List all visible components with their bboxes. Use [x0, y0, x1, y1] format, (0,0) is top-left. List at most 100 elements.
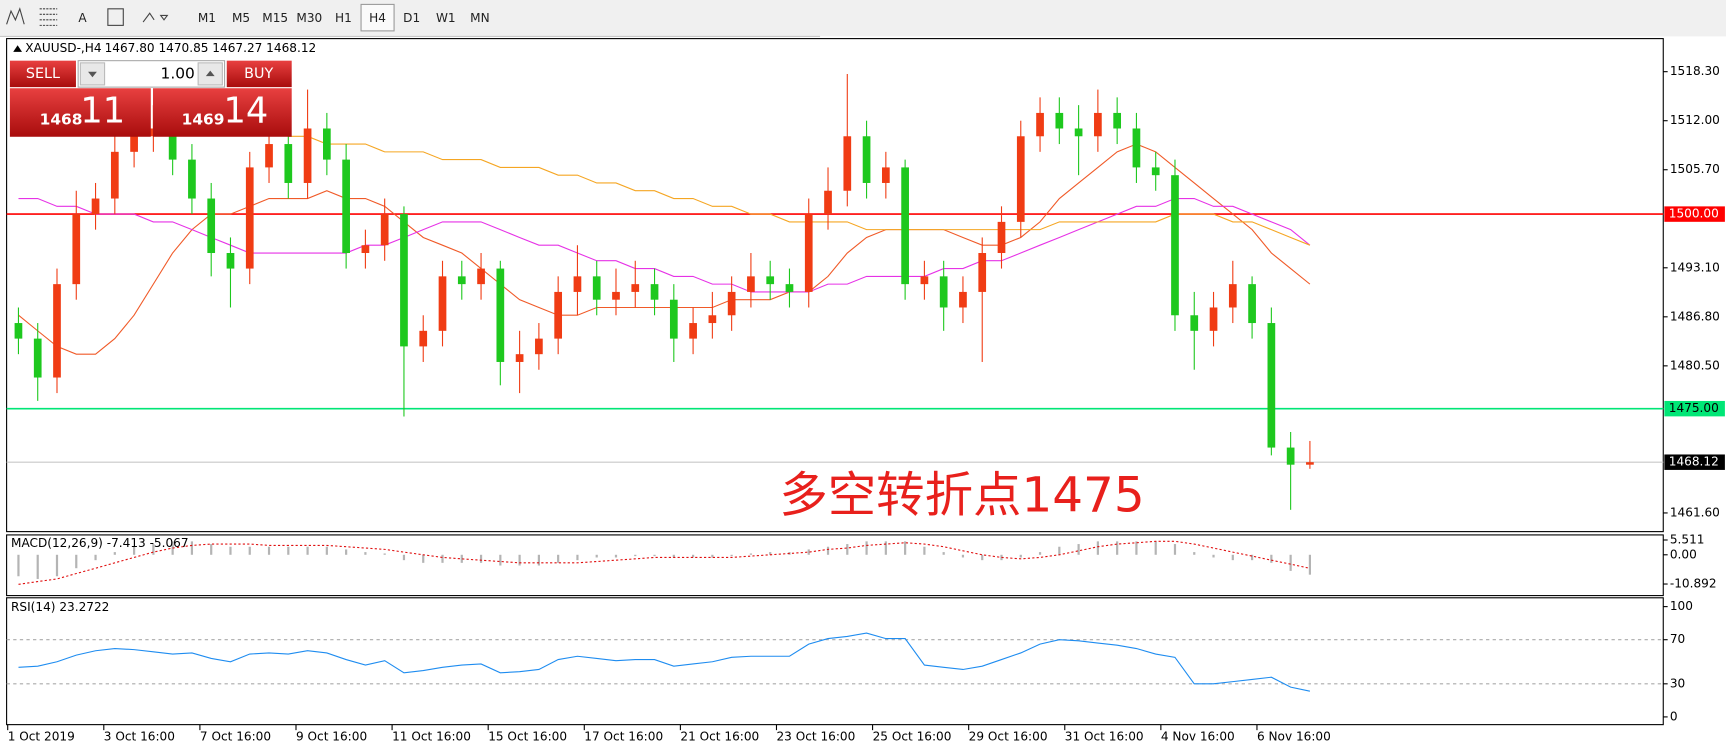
up-arrow — [205, 70, 215, 77]
label-icon[interactable] — [107, 8, 124, 26]
sell-label[interactable]: SELL — [26, 66, 60, 82]
toolbar — [0, 0, 1726, 37]
rsi-line — [18, 632, 1311, 692]
y-tick-label: 1505.70 — [1670, 162, 1720, 176]
x-tick-label: 9 Oct 16:00 — [296, 729, 367, 743]
candle-body — [1036, 112, 1044, 137]
rsi-panel — [6, 597, 1664, 726]
candle-body — [457, 276, 466, 285]
timeframe-button[interactable]: D1 — [403, 11, 420, 25]
candle-body — [14, 323, 23, 339]
candle-body — [1190, 315, 1199, 331]
candle-body — [419, 330, 428, 347]
candle-body — [303, 128, 312, 183]
candle-body — [342, 159, 350, 254]
candle-body — [959, 291, 967, 308]
buy-price-box[interactable] — [153, 88, 292, 137]
candle-body — [110, 151, 119, 199]
text-tool[interactable]: A — [78, 11, 87, 25]
buy-button[interactable] — [226, 60, 292, 88]
candle-body — [592, 276, 601, 300]
sell-price-big: 1468 — [40, 111, 83, 129]
chart-ohlc: 1467.80 1470.85 1467.27 1468.12 — [105, 41, 317, 55]
chart-icon[interactable] — [6, 7, 25, 25]
candle-body — [91, 198, 100, 215]
x-tick-label: 1 Oct 2019 — [8, 729, 75, 743]
x-tick-label: 6 Nov 16:00 — [1257, 729, 1331, 743]
x-tick-label: 7 Oct 16:00 — [200, 729, 271, 743]
grid-icon[interactable] — [39, 8, 58, 26]
candle-body — [612, 291, 620, 300]
timeframe-button[interactable]: H4 — [369, 11, 386, 25]
candle-body — [1306, 462, 1314, 465]
candle-body — [862, 136, 871, 183]
candle-body — [515, 354, 524, 362]
macd-panel — [6, 534, 1664, 597]
candle-body — [881, 167, 890, 183]
timeframe-active[interactable] — [360, 3, 395, 32]
x-tick-label: 21 Oct 16:00 — [680, 729, 759, 743]
timeframe-button[interactable]: M15 — [262, 11, 288, 25]
level-tag — [1664, 454, 1725, 470]
timeframe-button[interactable]: H1 — [335, 11, 352, 25]
candle-body — [168, 128, 177, 160]
candle-body — [1267, 323, 1276, 448]
sell-price-box[interactable] — [9, 88, 151, 137]
timeframe-button[interactable]: W1 — [436, 11, 456, 25]
macd-title: MACD(12,26,9) -7.413 -5.067 — [11, 536, 189, 550]
candle-body — [72, 214, 81, 285]
candle-body — [1228, 284, 1237, 308]
lot-value[interactable]: 1.00 — [161, 64, 195, 82]
candle-body — [207, 198, 216, 254]
y-tick-label: 0.00 — [1670, 547, 1697, 561]
level-label: 1475.00 — [1669, 401, 1719, 415]
candle-body — [804, 214, 813, 292]
candle-body — [496, 268, 505, 362]
sell-button[interactable] — [9, 60, 76, 88]
candle-body — [1209, 307, 1218, 331]
y-tick-label: 1461.60 — [1670, 505, 1720, 519]
candle-body — [824, 190, 832, 215]
timeframe-button[interactable]: MN — [470, 11, 489, 25]
level-tag — [1664, 400, 1725, 417]
candle-body — [323, 128, 331, 160]
sell-price-small: 11 — [80, 90, 125, 131]
candle-body — [535, 338, 543, 355]
candle-body — [188, 159, 196, 199]
candle-body — [284, 144, 293, 183]
candle-body — [843, 136, 852, 191]
buy-label[interactable]: BUY — [244, 66, 273, 82]
collapse-arrow[interactable] — [13, 45, 23, 52]
timeframe-button[interactable]: M1 — [198, 11, 216, 25]
candle-body — [1113, 112, 1122, 129]
candle-body — [631, 284, 640, 292]
y-tick-label: 70 — [1670, 632, 1685, 646]
y-tick-label: -10.892 — [1670, 577, 1717, 591]
candle-body — [708, 315, 717, 324]
y-tick-label: 1518.30 — [1670, 64, 1720, 78]
timeframe-button[interactable]: M30 — [296, 11, 322, 25]
shapes-icon[interactable] — [142, 12, 169, 23]
level-label: 1468.12 — [1669, 455, 1719, 469]
candle-body — [1074, 128, 1083, 137]
candle-body — [997, 221, 1006, 254]
x-tick-label: 17 Oct 16:00 — [584, 729, 663, 743]
y-tick-label: 1512.00 — [1670, 113, 1720, 127]
moving-average — [288, 135, 1311, 246]
x-tick-label: 29 Oct 16:00 — [969, 729, 1048, 743]
chart-title: XAUUSD-,H4 — [25, 41, 102, 55]
candle-body — [1094, 112, 1102, 137]
candle-body — [901, 167, 909, 285]
candle-body — [245, 167, 254, 269]
level-tag — [1664, 206, 1725, 222]
candle-body — [978, 253, 987, 292]
y-tick-label: 1493.10 — [1670, 260, 1720, 274]
candle-body — [33, 338, 42, 378]
timeframe-button[interactable]: M5 — [232, 11, 250, 25]
moving-average — [18, 197, 1311, 293]
x-tick-label: 25 Oct 16:00 — [873, 729, 952, 743]
candle-body — [727, 291, 736, 316]
y-tick-label: 0 — [1670, 709, 1678, 723]
candle-body — [53, 284, 61, 378]
